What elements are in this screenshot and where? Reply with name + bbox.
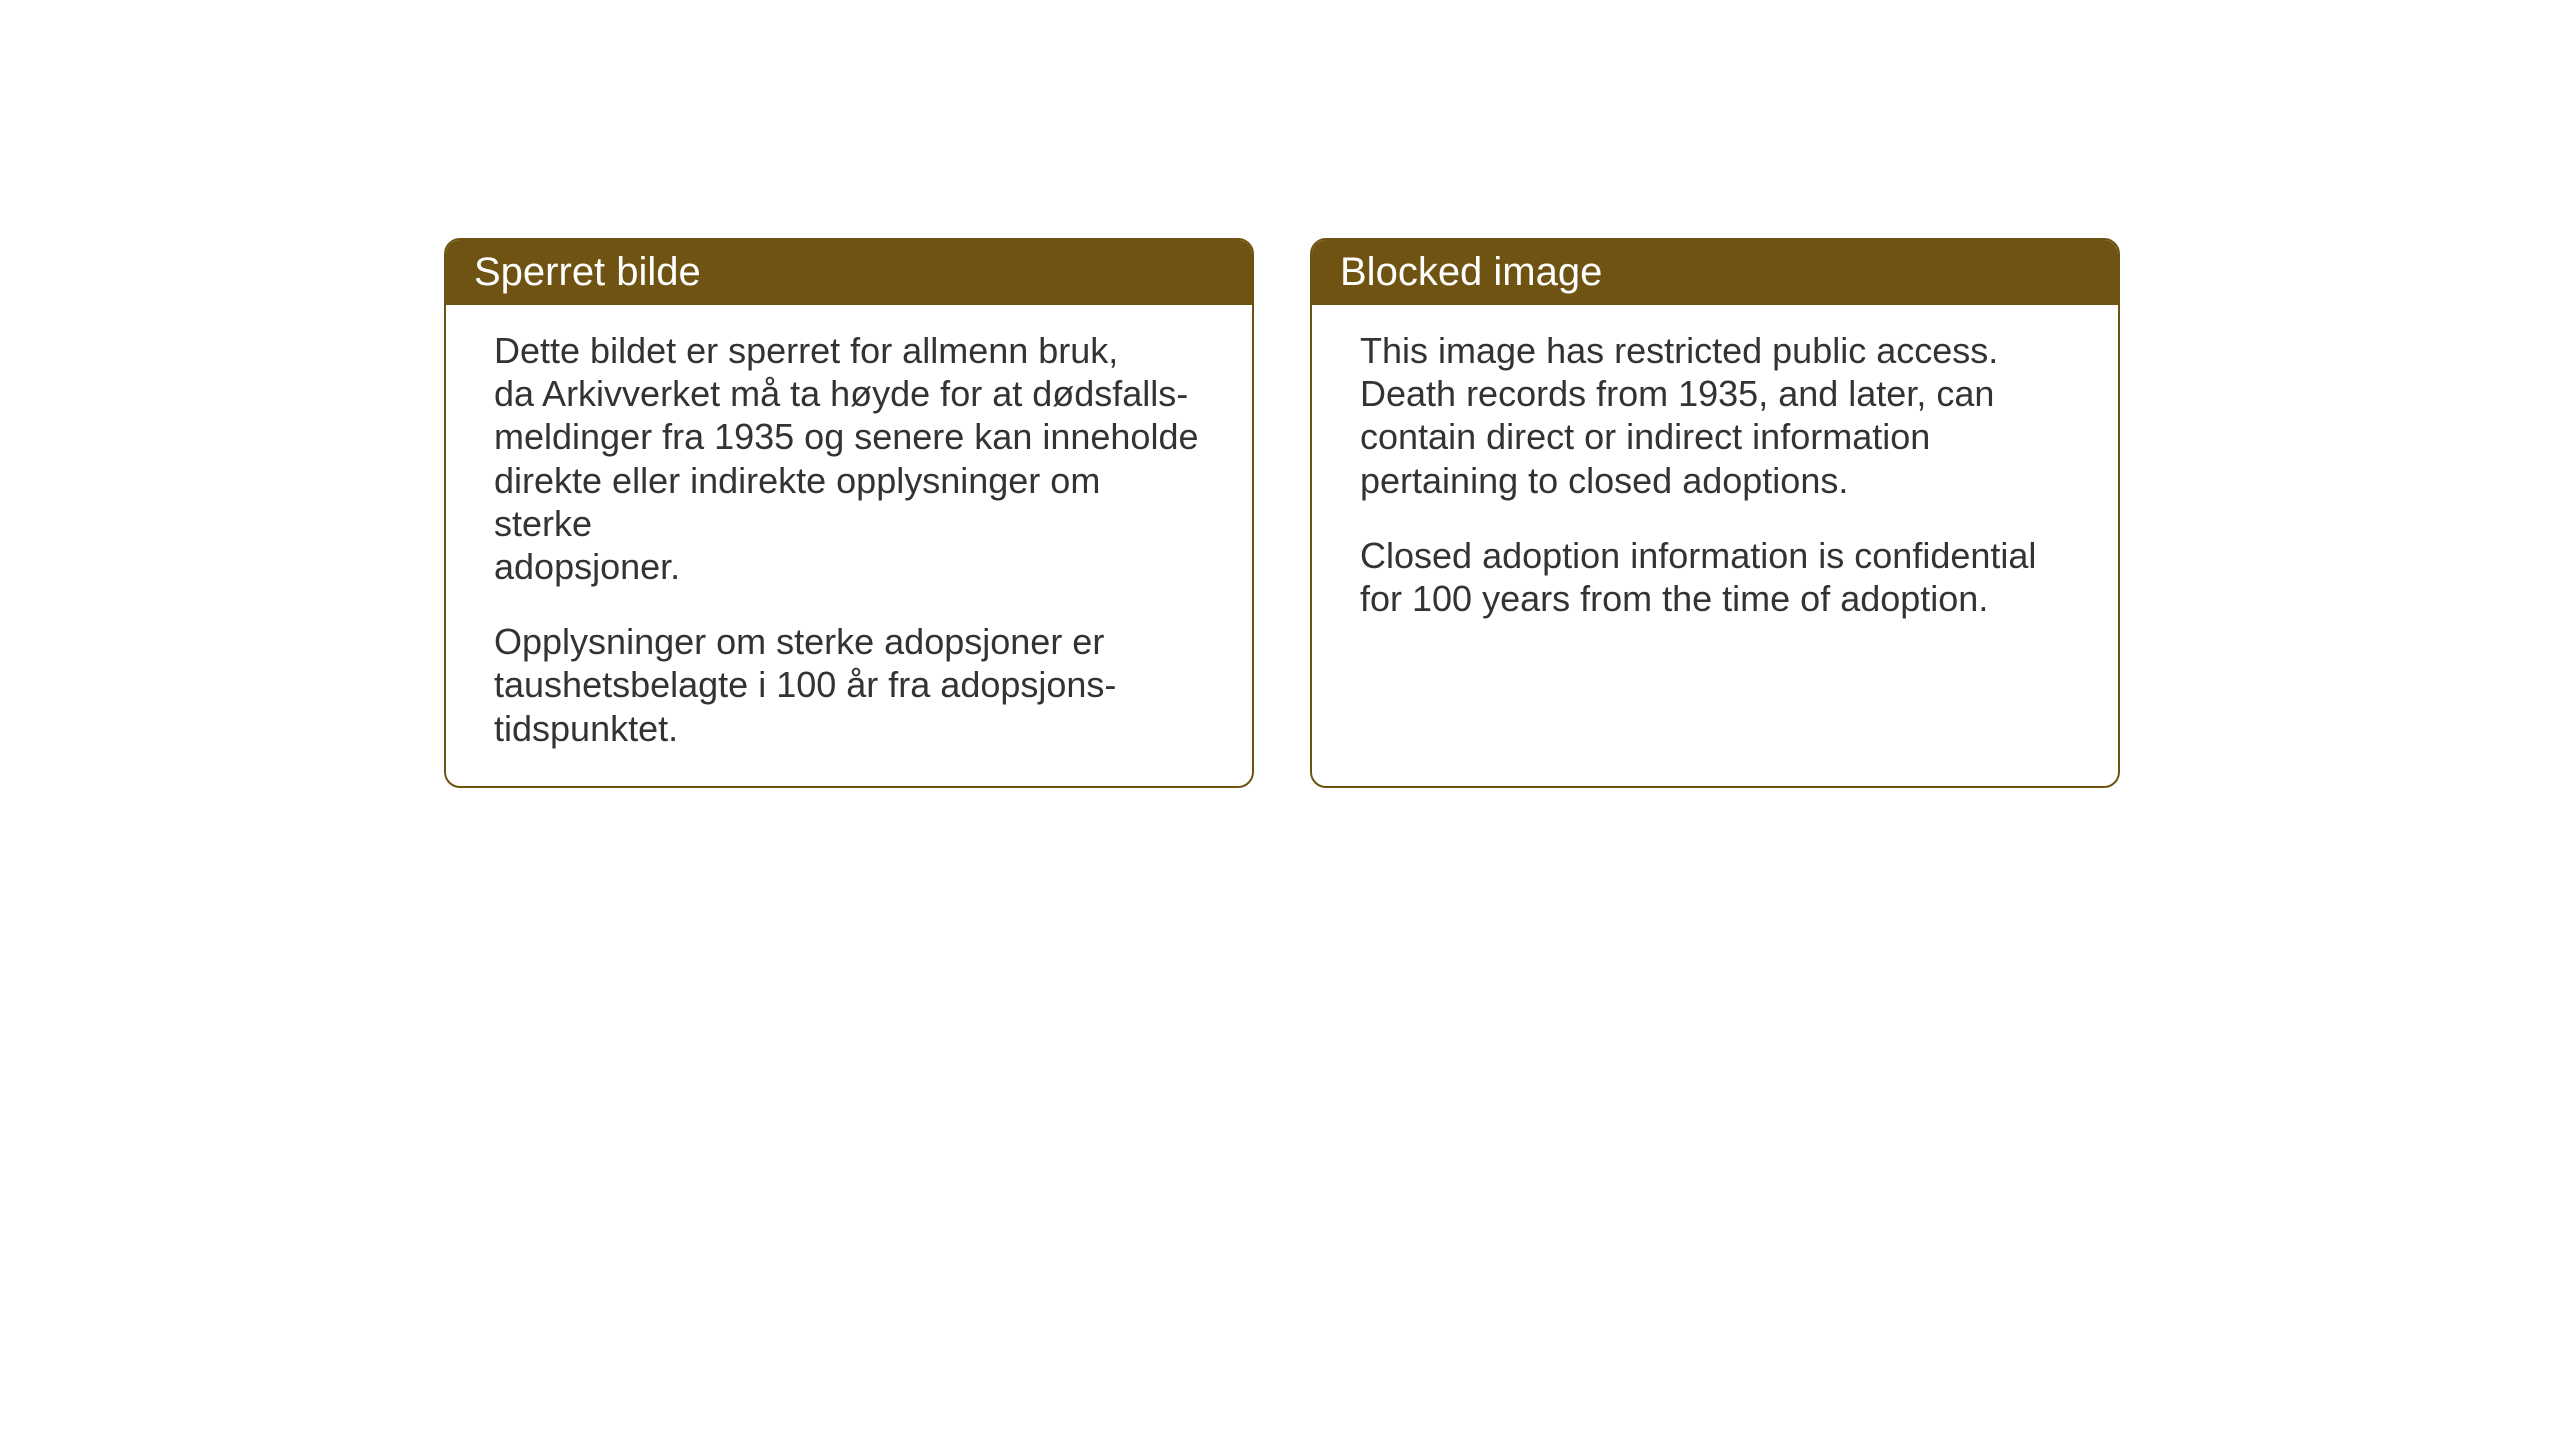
- card-header-norwegian: Sperret bilde: [446, 240, 1252, 305]
- card-body-norwegian: Dette bildet er sperret for allmenn bruk…: [446, 305, 1252, 786]
- card-paragraph2-norwegian: Opplysninger om sterke adopsjoner er tau…: [494, 620, 1204, 750]
- card-english: Blocked image This image has restricted …: [1310, 238, 2120, 788]
- card-body-english: This image has restricted public access.…: [1312, 305, 2118, 656]
- card-paragraph1-english: This image has restricted public access.…: [1360, 329, 2070, 502]
- card-title-norwegian: Sperret bilde: [474, 250, 701, 294]
- card-title-english: Blocked image: [1340, 250, 1602, 294]
- card-norwegian: Sperret bilde Dette bildet er sperret fo…: [444, 238, 1254, 788]
- card-header-english: Blocked image: [1312, 240, 2118, 305]
- card-paragraph1-norwegian: Dette bildet er sperret for allmenn bruk…: [494, 329, 1204, 588]
- card-paragraph2-english: Closed adoption information is confident…: [1360, 534, 2070, 620]
- cards-container: Sperret bilde Dette bildet er sperret fo…: [444, 238, 2120, 788]
